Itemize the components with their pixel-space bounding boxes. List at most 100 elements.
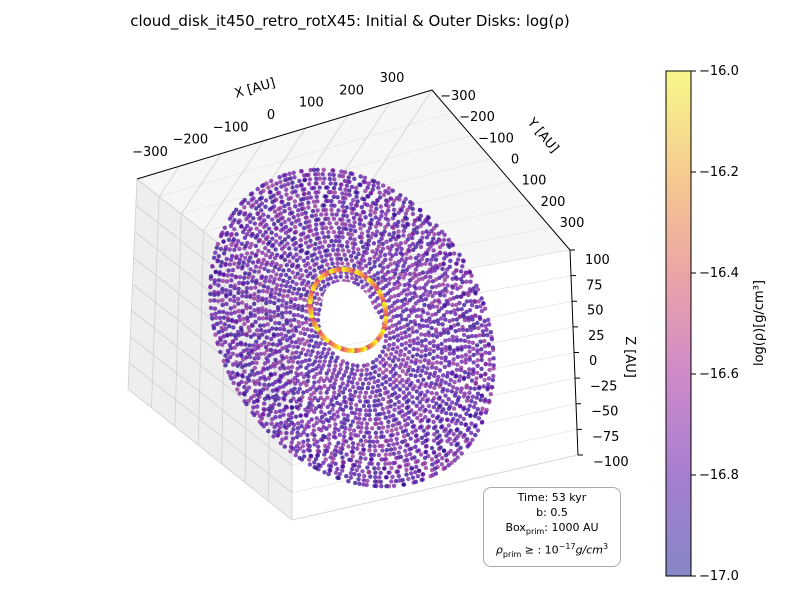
disk-point — [400, 440, 404, 444]
disk-point — [235, 387, 239, 391]
disk-point — [268, 309, 272, 313]
disk-point — [475, 364, 479, 368]
disk-point — [419, 314, 423, 318]
disk-point — [274, 187, 278, 191]
disk-point — [218, 350, 222, 354]
disk-point — [316, 312, 320, 316]
disk-point — [273, 209, 277, 213]
disk-point — [238, 210, 242, 214]
disk-point — [264, 301, 268, 305]
disk-point — [419, 354, 423, 358]
disk-point — [237, 281, 241, 285]
disk-point — [348, 393, 352, 397]
disk-point — [326, 230, 330, 234]
disk-point — [358, 377, 362, 381]
disk-point — [440, 267, 444, 271]
disk-point — [359, 456, 363, 460]
disk-point — [424, 275, 428, 279]
disk-point — [252, 296, 256, 300]
disk-point — [465, 399, 469, 403]
disk-point — [293, 225, 297, 229]
disk-point — [232, 262, 236, 266]
disk-point — [352, 207, 356, 211]
disk-point — [255, 344, 259, 348]
disk-point — [261, 316, 265, 320]
disk-point — [434, 391, 438, 395]
disk-point — [209, 306, 213, 310]
disk-point — [447, 238, 451, 242]
disk-point — [386, 347, 390, 351]
disk-point — [264, 308, 268, 312]
disk-point — [448, 351, 452, 355]
disk-point — [304, 366, 308, 370]
disk-point — [241, 281, 245, 285]
disk-point — [365, 465, 369, 469]
disk-point — [394, 252, 398, 256]
disk-point — [418, 286, 422, 290]
disk-point — [280, 303, 284, 307]
disk-point — [416, 299, 420, 303]
disk-point — [341, 200, 345, 204]
disk-point — [306, 205, 310, 209]
disk-point — [356, 421, 360, 425]
disk-point — [351, 463, 355, 467]
disk-point — [426, 361, 430, 365]
disk-point — [262, 401, 266, 405]
disk-point — [272, 204, 276, 208]
disk-point — [279, 332, 283, 336]
disk-point — [361, 443, 365, 447]
disk-point — [345, 361, 349, 365]
disk-point — [303, 332, 307, 336]
disk-point — [282, 327, 286, 331]
disk-point — [327, 221, 331, 225]
disk-point — [349, 202, 353, 206]
disk-point — [485, 333, 489, 337]
disk-point — [218, 316, 222, 320]
disk-point — [354, 277, 358, 281]
disk-point — [361, 245, 365, 249]
disk-point — [281, 391, 285, 395]
disk-point — [276, 313, 280, 317]
disk-point — [420, 257, 424, 261]
disk-point — [396, 357, 400, 361]
disk-point — [473, 291, 477, 295]
disk-point — [349, 423, 353, 427]
disk-point — [319, 437, 323, 441]
disk-point — [340, 231, 344, 235]
disk-point — [359, 261, 363, 265]
disk-point — [436, 322, 440, 326]
disk-point — [293, 199, 297, 203]
disk-point — [447, 363, 451, 367]
disk-point — [354, 403, 358, 407]
disk-point — [293, 189, 297, 193]
disk-point — [312, 186, 316, 190]
disk-point — [371, 187, 375, 191]
disk-point — [240, 294, 244, 298]
disk-point — [223, 353, 227, 357]
disk-point — [449, 412, 453, 416]
disk-point — [266, 269, 270, 273]
disk-point — [372, 444, 376, 448]
disk-point — [415, 396, 419, 400]
disk-point — [363, 215, 367, 219]
disk-point — [304, 241, 308, 245]
disk-point — [380, 382, 384, 386]
disk-point — [458, 374, 462, 378]
disk-point — [367, 261, 371, 265]
disk-point — [387, 414, 391, 418]
disk-point — [436, 441, 440, 445]
disk-point — [428, 352, 432, 356]
disk-point — [296, 304, 300, 308]
disk-point — [262, 351, 266, 355]
disk-point — [292, 171, 296, 175]
disk-point — [452, 452, 456, 456]
disk-point — [339, 420, 343, 424]
z-tick-label: −100 — [593, 455, 629, 470]
disk-point — [315, 168, 319, 172]
disk-point — [410, 236, 414, 240]
disk-point — [297, 218, 301, 222]
disk-point — [440, 410, 444, 414]
disk-point — [407, 333, 411, 337]
disk-point — [220, 326, 224, 330]
disk-point — [420, 236, 424, 240]
